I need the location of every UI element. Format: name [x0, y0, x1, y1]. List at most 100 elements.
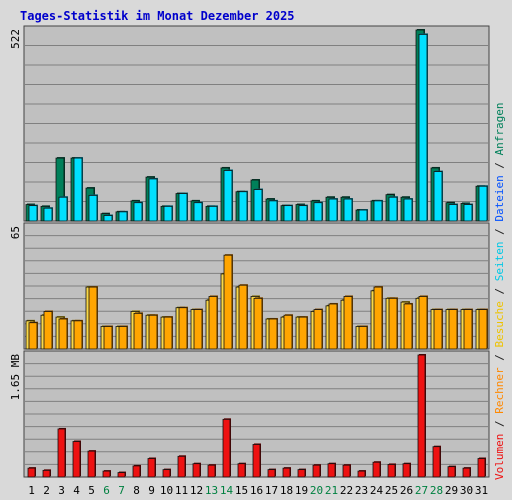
- legend-entry: /: [493, 155, 506, 175]
- x-tick-label: 4: [73, 484, 80, 497]
- bar-besuche-day-15: [238, 284, 248, 350]
- bar-dateien-day-8: [133, 202, 143, 222]
- x-tick-label: 6: [103, 484, 110, 497]
- bar-besuche-day-11: [178, 307, 188, 350]
- x-tick-label: 7: [118, 484, 125, 497]
- x-tick-label: 13: [205, 484, 218, 497]
- legend-entry: Anfragen: [493, 102, 506, 155]
- bar-volumen-day-12: [192, 463, 201, 478]
- x-tick-label: 31: [475, 484, 488, 497]
- bar-besuche-day-28: [433, 309, 443, 350]
- bar-besuche-day-26: [403, 303, 413, 350]
- bar-besuche-day-20: [313, 309, 323, 350]
- x-tick-label: 11: [175, 484, 188, 497]
- x-tick-label: 15: [235, 484, 248, 497]
- bar-besuche-day-17: [268, 318, 278, 350]
- x-tick-label: 10: [160, 484, 173, 497]
- bar-dateien-day-22: [343, 198, 353, 222]
- bar-besuche-day-8: [133, 312, 143, 350]
- bar-volumen-day-25: [387, 464, 396, 478]
- x-tick-label: 5: [88, 484, 95, 497]
- bar-dateien-day-7: [118, 211, 128, 222]
- x-tick-label: 25: [385, 484, 398, 497]
- bar-besuche-day-5: [88, 286, 98, 350]
- bar-besuche-day-29: [448, 309, 458, 350]
- bar-dateien-day-11: [178, 193, 188, 222]
- x-tick-label: 1: [28, 484, 35, 497]
- bar-dateien-day-12: [193, 202, 203, 222]
- legend-entry: Dateien: [493, 175, 506, 221]
- y-max-label: 522: [9, 29, 22, 49]
- x-tick-label: 12: [190, 484, 203, 497]
- x-tick-label: 3: [58, 484, 65, 497]
- bar-dateien-day-29: [448, 204, 458, 222]
- bar-besuche-day-16: [253, 297, 263, 350]
- x-tick-label: 8: [133, 484, 140, 497]
- bar-volumen-day-24: [372, 461, 381, 478]
- bar-volumen-day-26: [402, 463, 411, 478]
- bar-besuche-day-25: [388, 297, 398, 350]
- bar-volumen-day-21: [327, 463, 336, 478]
- x-tick-label: 29: [445, 484, 458, 497]
- bar-besuche-day-27: [418, 296, 428, 350]
- legend-entry: /: [493, 348, 506, 368]
- x-tick-label: 28: [430, 484, 443, 497]
- x-tick-label: 18: [280, 484, 293, 497]
- x-tick-label: 23: [355, 484, 368, 497]
- bar-besuche-day-10: [163, 316, 173, 350]
- bar-dateien-day-31: [478, 185, 488, 222]
- panel-requests-files: 522: [9, 25, 490, 222]
- bar-dateien-day-2: [43, 207, 53, 222]
- bar-dateien-day-17: [268, 200, 278, 222]
- x-tick-label: 24: [370, 484, 384, 497]
- bar-volumen-day-16: [252, 444, 261, 478]
- bar-besuche-day-31: [478, 309, 488, 350]
- bar-besuche-day-9: [148, 314, 158, 350]
- x-tick-label: 9: [148, 484, 155, 497]
- bar-besuche-day-7: [118, 326, 128, 350]
- x-tick-label: 2: [43, 484, 50, 497]
- x-tick-label: 30: [460, 484, 473, 497]
- x-tick-label: 26: [400, 484, 413, 497]
- bar-volumen-day-4: [72, 441, 81, 478]
- bar-volumen-day-9: [147, 458, 156, 478]
- legend-entry: /: [493, 222, 506, 242]
- bar-volumen-day-19: [297, 469, 306, 478]
- bar-volumen-day-20: [312, 464, 321, 478]
- bar-dateien-day-30: [463, 204, 473, 222]
- bar-dateien-day-5: [88, 194, 98, 222]
- bar-besuche-day-13: [208, 296, 218, 350]
- bar-volumen-day-5: [87, 450, 96, 478]
- bar-dateien-day-4: [73, 157, 83, 222]
- bar-besuche-day-14: [223, 254, 233, 350]
- bar-dateien-day-19: [298, 205, 308, 222]
- x-tick-label: 27: [415, 484, 428, 497]
- bar-dateien-day-21: [328, 198, 338, 222]
- legend-entry: /: [493, 414, 506, 434]
- bar-volumen-day-10: [162, 469, 171, 478]
- legend-entry: Rechner: [493, 367, 506, 414]
- legend-entry: /: [493, 281, 506, 301]
- bar-besuche-day-2: [43, 311, 53, 350]
- bar-volumen-day-30: [462, 467, 471, 478]
- bar-dateien-day-9: [148, 178, 158, 222]
- bar-volumen-day-7: [117, 472, 126, 478]
- bar-volumen-day-11: [177, 455, 186, 478]
- bar-volumen-day-17: [267, 469, 276, 478]
- bar-dateien-day-20: [313, 202, 323, 222]
- bar-dateien-day-27: [418, 33, 428, 222]
- bar-besuche-day-18: [283, 314, 293, 350]
- bar-volumen-day-28: [432, 446, 441, 478]
- bar-besuche-day-21: [328, 303, 338, 350]
- bar-dateien-day-10: [163, 205, 173, 222]
- bar-dateien-day-14: [223, 170, 233, 222]
- bar-volumen-day-18: [282, 467, 291, 478]
- bar-volumen-day-22: [342, 464, 351, 478]
- bar-dateien-day-6: [103, 215, 113, 222]
- bar-besuche-day-12: [193, 309, 203, 350]
- bar-volumen-day-23: [357, 470, 366, 478]
- bar-dateien-day-16: [253, 189, 263, 222]
- bar-volumen-day-3: [57, 428, 66, 478]
